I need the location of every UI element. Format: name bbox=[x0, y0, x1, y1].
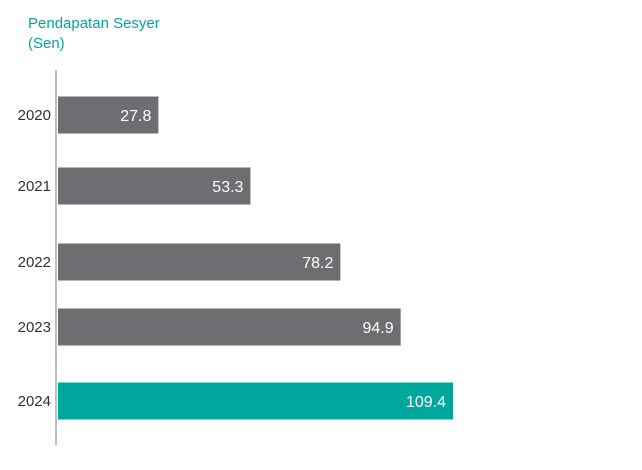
tick-label-2023: 2023 bbox=[18, 319, 51, 336]
value-label-2020: 27.8 bbox=[120, 108, 151, 125]
bar-2022 bbox=[58, 243, 341, 281]
tick-label-2024: 2024 bbox=[18, 393, 51, 410]
value-label-2022: 78.2 bbox=[302, 255, 333, 272]
value-label-2024: 109.4 bbox=[406, 394, 446, 411]
bars-group: 2020 27.8 2021 53.3 2022 78.2 2023 94.9 2024 109.… bbox=[18, 96, 453, 420]
chart-title: Pendapatan Sesyer bbox=[28, 15, 160, 32]
tick-label-2020: 2020 bbox=[18, 107, 51, 124]
tick-label-2021: 2021 bbox=[18, 178, 51, 195]
chart-title-block: Pendapatan Sesyer (Sen) bbox=[28, 14, 160, 54]
bar-2021 bbox=[58, 167, 251, 205]
value-label-2021: 53.3 bbox=[212, 179, 243, 196]
bar-2023 bbox=[58, 308, 401, 346]
value-label-2023: 94.9 bbox=[363, 320, 394, 337]
bar-2020 bbox=[58, 96, 159, 134]
chart-subtitle: (Sen) bbox=[28, 35, 65, 52]
tick-label-2022: 2022 bbox=[18, 254, 51, 271]
bar-2024 bbox=[58, 382, 453, 420]
